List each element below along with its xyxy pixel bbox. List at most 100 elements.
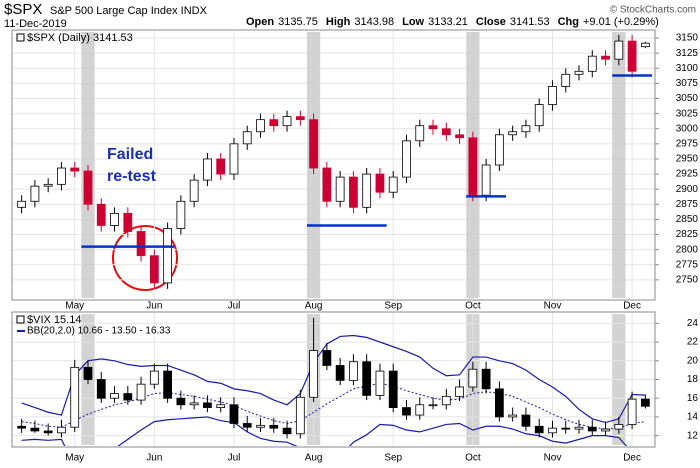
candle-body bbox=[136, 383, 146, 401]
x-tick-label: Oct bbox=[465, 453, 481, 464]
candle-body bbox=[256, 119, 265, 133]
quote-item: 3141.53 bbox=[510, 16, 550, 28]
y-tick-label: 3100 bbox=[676, 63, 699, 74]
candle-body bbox=[110, 212, 119, 226]
candle-body bbox=[163, 370, 172, 399]
quote-item: 3133.21 bbox=[428, 16, 468, 28]
candle-body bbox=[189, 179, 199, 202]
candle-body bbox=[627, 398, 637, 425]
candle-body bbox=[455, 386, 464, 397]
candle-body bbox=[587, 55, 597, 72]
x-tick-label: Jun bbox=[146, 453, 162, 464]
candle-body bbox=[136, 231, 146, 257]
candle-body bbox=[521, 414, 531, 427]
candle-body bbox=[57, 167, 66, 185]
candle-body bbox=[309, 350, 318, 398]
candle-body bbox=[256, 424, 265, 428]
candle-body bbox=[521, 125, 531, 133]
candle-body bbox=[43, 430, 53, 434]
x-tick-label: Sep bbox=[384, 301, 402, 312]
y-tick-label: 2900 bbox=[676, 184, 699, 195]
candle-body bbox=[149, 370, 159, 385]
symbol-name: S&P 500 Large Cap Index INDX bbox=[50, 5, 208, 17]
quote-item: Chg bbox=[558, 16, 579, 28]
candle-body bbox=[574, 426, 584, 430]
candle-body bbox=[349, 361, 358, 381]
candle-body bbox=[402, 407, 411, 416]
date: 11-Dec-2019 bbox=[4, 18, 67, 30]
candle-body bbox=[189, 402, 199, 406]
annotation: re-test bbox=[107, 168, 157, 185]
candle-body bbox=[481, 368, 491, 390]
x-tick-label: Jun bbox=[146, 301, 162, 312]
candle-body bbox=[548, 86, 557, 105]
candle-body bbox=[495, 134, 504, 166]
candle-body bbox=[640, 398, 650, 407]
candle-body bbox=[149, 255, 159, 284]
candle-body bbox=[441, 128, 451, 136]
candle-body bbox=[587, 426, 597, 432]
y-tick-label: 20 bbox=[687, 355, 699, 366]
candle-body bbox=[203, 402, 212, 408]
x-tick-label: Dec bbox=[623, 301, 641, 312]
candle-body bbox=[70, 366, 80, 428]
candle-body bbox=[30, 427, 40, 432]
candle-body bbox=[640, 42, 650, 48]
candle-body bbox=[508, 131, 518, 136]
candle-body bbox=[70, 167, 80, 172]
candle-body bbox=[349, 176, 358, 208]
x-tick-label: Sep bbox=[384, 453, 402, 464]
legend: $SPX (Daily) 3141.53 bbox=[27, 32, 133, 44]
candle-body bbox=[17, 425, 27, 429]
candle-body bbox=[362, 361, 372, 396]
candle-body bbox=[534, 104, 544, 127]
candle-body bbox=[242, 131, 252, 145]
quote-item: Low bbox=[402, 16, 424, 28]
candle-body bbox=[428, 125, 438, 130]
x-tick-label: Jul bbox=[228, 453, 241, 464]
candle-body bbox=[229, 143, 239, 175]
candle-body bbox=[17, 200, 27, 208]
candle-body bbox=[176, 397, 186, 406]
legend-icon bbox=[16, 315, 25, 324]
x-tick-label: Dec bbox=[623, 453, 641, 464]
symbol: $SPX bbox=[4, 1, 42, 18]
quote-item: 3135.75 bbox=[278, 16, 318, 28]
candle-body bbox=[83, 366, 93, 380]
quote-item: Close bbox=[476, 16, 506, 28]
candle-body bbox=[309, 119, 318, 169]
x-tick-label: Oct bbox=[465, 301, 481, 312]
candle-body bbox=[216, 158, 226, 175]
candle-body bbox=[203, 158, 212, 181]
candle-body bbox=[322, 167, 332, 202]
x-tick-label: Aug bbox=[305, 453, 323, 464]
y-tick-label: 2850 bbox=[676, 214, 699, 225]
y-tick-label: 16 bbox=[687, 393, 699, 404]
candle-body bbox=[627, 40, 637, 72]
x-tick-label: Nov bbox=[544, 453, 562, 464]
highlight-circle bbox=[112, 225, 178, 291]
y-tick-label: 2975 bbox=[676, 138, 699, 149]
x-tick-label: May bbox=[65, 301, 84, 312]
candle-body bbox=[282, 427, 292, 435]
legend: BB(20,2.0) 10.66 - 13.50 - 16.33 bbox=[27, 326, 171, 337]
y-tick-label: 14 bbox=[687, 412, 699, 423]
candle-body bbox=[96, 379, 106, 399]
candle-body bbox=[335, 365, 345, 381]
y-tick-label: 3000 bbox=[676, 123, 699, 134]
candle-body bbox=[574, 70, 584, 75]
candle-body bbox=[481, 164, 491, 196]
candle-body bbox=[57, 426, 66, 434]
candle-body bbox=[428, 404, 438, 407]
credit: © StockCharts.com bbox=[610, 5, 696, 16]
y-tick-label: 2775 bbox=[676, 259, 699, 270]
candle-body bbox=[388, 370, 398, 408]
candle-body bbox=[163, 228, 172, 284]
candle-body bbox=[269, 119, 279, 127]
highlight-band bbox=[612, 32, 626, 298]
legend: $VIX 15.14 bbox=[27, 314, 81, 326]
candle-body bbox=[83, 170, 93, 205]
candle-body bbox=[601, 428, 610, 432]
candle-body bbox=[468, 137, 478, 196]
candle-body bbox=[614, 40, 624, 60]
